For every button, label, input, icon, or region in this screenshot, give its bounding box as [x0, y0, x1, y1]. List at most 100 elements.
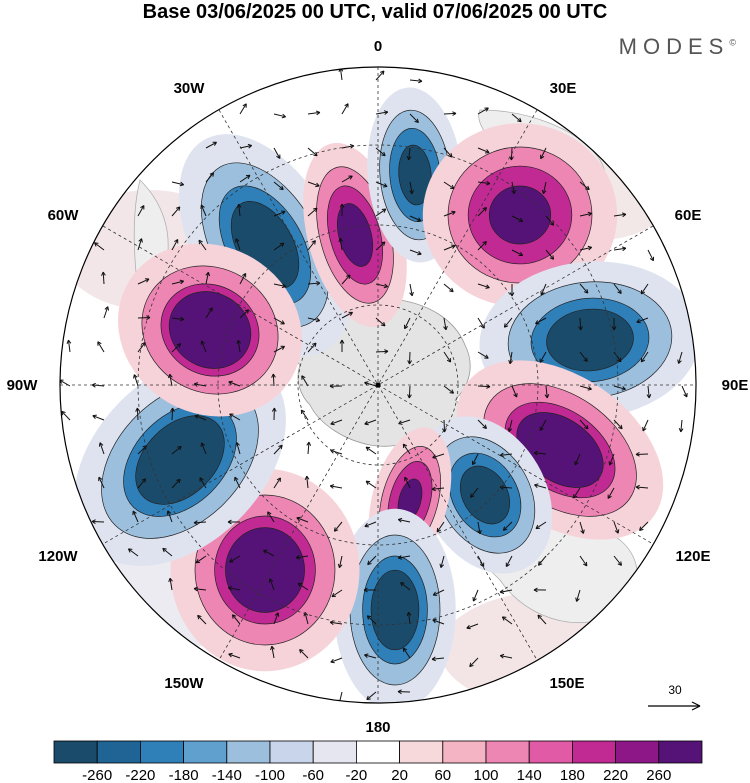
- wind-arrow: [198, 239, 207, 251]
- wind-arrow: [273, 242, 285, 251]
- wind-arrow: [509, 283, 515, 297]
- wind-arrow: [273, 181, 284, 191]
- wind-arrow: [273, 113, 287, 119]
- wind-arrow: [477, 521, 482, 535]
- wind-arrow: [234, 238, 241, 251]
- wind-arrow: [200, 340, 207, 353]
- wind-arrow: [409, 113, 419, 124]
- wind-arrow: [533, 450, 547, 456]
- wind-arrow: [375, 317, 386, 327]
- colorbar-tick-11: 140: [517, 767, 542, 783]
- wind-arrow: [98, 476, 105, 489]
- wind-arrow: [409, 181, 414, 195]
- wind-arrow: [333, 521, 343, 532]
- colorbar-tick-9: 60: [434, 767, 451, 783]
- brand-logo: MODES©: [619, 34, 736, 60]
- wind-arrow: [228, 380, 241, 387]
- wind-arrow: [168, 373, 173, 387]
- wind-arrow: [307, 147, 318, 157]
- wind-arrow: [171, 445, 182, 455]
- wind-arrow: [273, 147, 281, 159]
- wind-arrow: [507, 419, 513, 432]
- wind-arrow: [307, 207, 318, 217]
- wind-arrow: [646, 385, 652, 399]
- wind-vectors: [60, 67, 688, 703]
- colorbar-bin-5: [226, 740, 271, 764]
- wind-arrow: [307, 317, 321, 323]
- wind-arrow: [229, 555, 241, 563]
- wind-arrow: [575, 589, 581, 602]
- wind-arrow: [397, 517, 411, 523]
- wind-arrow: [608, 453, 615, 466]
- wind-arrow: [296, 516, 309, 523]
- colorbar-tick-4: -140: [212, 767, 242, 783]
- colorbar-tick-8: 20: [391, 767, 408, 783]
- wind-arrow: [239, 143, 253, 149]
- wind-arrow: [364, 521, 377, 528]
- lon-label-120w: 120W: [38, 548, 78, 565]
- wind-arrow: [205, 172, 215, 183]
- wind-arrow: [273, 210, 286, 217]
- lon-label-90w: 90W: [7, 377, 39, 394]
- wind-arrow: [579, 181, 590, 191]
- wind-arrow: [499, 653, 513, 659]
- wind-arrow: [544, 385, 550, 399]
- wind-arrow: [193, 586, 207, 592]
- wind-arrow: [227, 586, 241, 591]
- wind-arrow: [406, 611, 412, 625]
- colorbar-bin-12: [528, 740, 573, 764]
- wind-arrow: [307, 342, 317, 353]
- wind-arrow: [402, 647, 411, 659]
- wind-arrow: [200, 442, 207, 455]
- lon-label-0: 0: [374, 38, 382, 55]
- lon-label-180: 180: [365, 719, 390, 736]
- wind-arrow: [539, 419, 547, 431]
- wind-arrow: [234, 476, 241, 489]
- lon-label-150e: 150E: [549, 675, 584, 692]
- colorbar-bin-7: [312, 740, 357, 764]
- colorbar-bin-6: [269, 740, 314, 764]
- wind-arrow: [205, 271, 211, 285]
- wind-arrow: [636, 317, 649, 324]
- wind-arrow: [231, 614, 241, 625]
- anomaly-neg-7: [417, 416, 553, 574]
- wind-arrow: [545, 215, 555, 226]
- colorbar: [53, 740, 703, 764]
- wind-arrow: [477, 107, 489, 115]
- wind-arrow: [127, 548, 139, 557]
- wind-arrow: [295, 554, 309, 560]
- wind-arrow: [365, 480, 377, 489]
- wind-arrow: [640, 283, 649, 295]
- wind-arrow: [477, 283, 490, 289]
- wind-arrow: [613, 351, 622, 363]
- wind-arrow: [432, 618, 445, 625]
- south-pole-marker: [375, 382, 381, 388]
- wind-arrow: [137, 341, 146, 353]
- wind-arrow: [199, 477, 207, 489]
- wind-arrow: [402, 443, 411, 455]
- wind-arrow: [307, 240, 316, 251]
- wind-arrow: [409, 215, 422, 222]
- wind-arrow: [364, 419, 377, 426]
- wind-arrow: [170, 407, 175, 421]
- anomaly-pos-4: [422, 123, 618, 307]
- wind-arrow: [503, 317, 513, 328]
- wind-arrow: [137, 478, 147, 489]
- wind-arrow: [537, 614, 547, 625]
- wind-arrow: [273, 444, 283, 455]
- colorbar-bin-4: [183, 740, 228, 764]
- colorbar-bin-3: [139, 740, 184, 764]
- lon-label-30w: 30W: [174, 80, 206, 97]
- anomaly-shading: [74, 87, 696, 703]
- wind-arrow: [443, 244, 456, 251]
- wind-arrow: [137, 278, 150, 285]
- wind-arrow: [273, 317, 285, 325]
- wind-arrow: [239, 272, 247, 285]
- wind-arrow: [534, 483, 547, 489]
- wind-arrow: [613, 385, 626, 391]
- wind-arrow: [404, 476, 411, 489]
- wind-arrow: [511, 181, 516, 195]
- colorbar-tick-2: -220: [125, 767, 155, 783]
- colorbar-bin-9: [399, 740, 444, 764]
- wind-arrow: [365, 446, 377, 455]
